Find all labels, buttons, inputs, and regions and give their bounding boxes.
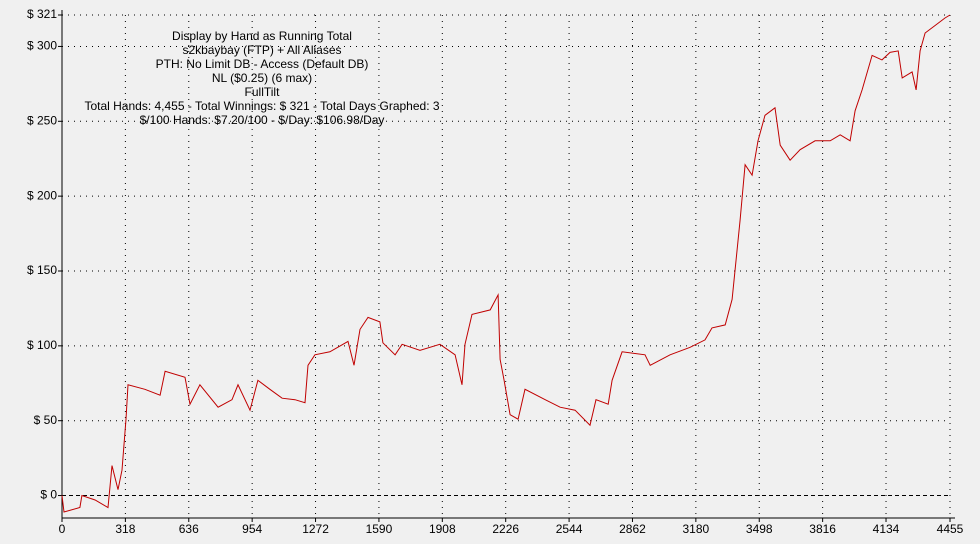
y-tick-label: $ 300 xyxy=(27,39,57,53)
x-tick-label: 954 xyxy=(242,522,262,536)
x-tick-label: 3180 xyxy=(683,522,710,536)
y-tick-label: $ 200 xyxy=(27,188,57,202)
x-tick-label: 3498 xyxy=(746,522,773,536)
x-tick-label: 1272 xyxy=(302,522,329,536)
title-line: Display by Hand as Running Total xyxy=(172,29,352,43)
x-tick-label: 4134 xyxy=(873,522,900,536)
y-tick-label: $ 150 xyxy=(27,263,57,277)
x-tick-label: 1908 xyxy=(429,522,456,536)
title-line: PTH: No Limit DB - Access (Default DB) xyxy=(156,57,369,71)
x-tick-label: 2226 xyxy=(492,522,519,536)
x-tick-label: 0 xyxy=(59,522,66,536)
y-tick-label: $ 0 xyxy=(40,488,57,502)
line-series xyxy=(61,14,951,513)
x-tick-label: 636 xyxy=(179,522,199,536)
title-line: s2kbaybay (FTP) + All Aliases xyxy=(182,43,341,57)
x-tick-label: 2862 xyxy=(619,522,646,536)
y-tick-label: $ 100 xyxy=(27,338,57,352)
y-tick-label: $ 50 xyxy=(34,413,58,427)
x-tick-label: 4455 xyxy=(937,522,964,536)
x-tick-label: 1590 xyxy=(366,522,393,536)
title-line: NL ($0.25) (6 max) xyxy=(212,71,312,85)
y-tick-label: $ 250 xyxy=(27,113,57,127)
x-tick-label: 2544 xyxy=(556,522,583,536)
x-tick-label: 318 xyxy=(115,522,135,536)
y-tick-label: $ 321 xyxy=(27,7,57,21)
title-line: $/100 Hands: $7.20/100 - $/Day: $106.98/… xyxy=(140,113,385,127)
title-line: FullTilt xyxy=(245,85,281,99)
x-tick-label: 3816 xyxy=(809,522,836,536)
title-line: Total Hands: 4,455 - Total Winnings: $ 3… xyxy=(84,99,439,113)
